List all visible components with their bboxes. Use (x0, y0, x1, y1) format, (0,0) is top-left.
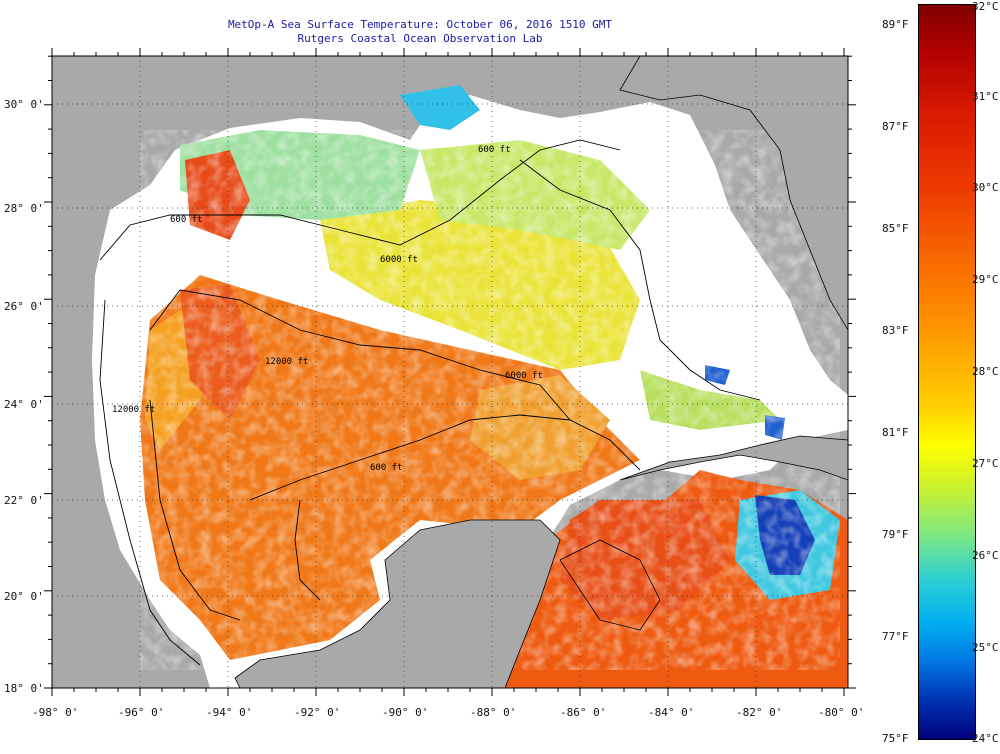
contour-label: 12000 ft (112, 405, 155, 415)
lon-label: -84° 0' (648, 706, 694, 719)
lon-label: -88° 0' (470, 706, 516, 719)
celsius-label: 32°C (972, 0, 999, 13)
axis-ticks (44, 48, 856, 696)
florida (619, 56, 848, 331)
contour-label: 600 ft (170, 215, 203, 225)
lat-label: 24° 0' (4, 398, 44, 411)
fahrenheit-label: 75°F (882, 732, 909, 745)
lon-label: -86° 0' (560, 706, 606, 719)
fahrenheit-label: 79°F (882, 528, 909, 541)
contour-label: 12000 ft (265, 357, 308, 367)
contour-labels: 600 ft 600 ft 6000 ft 6000 ft 12000 ft 1… (112, 145, 543, 473)
fahrenheit-label: 85°F (882, 222, 909, 235)
lat-label: 30° 0' (4, 98, 44, 111)
celsius-label: 28°C (972, 365, 999, 378)
fahrenheit-label: 77°F (882, 630, 909, 643)
fahrenheit-label: 83°F (882, 324, 909, 337)
contour-label: 6000 ft (380, 255, 418, 265)
celsius-label: 27°C (972, 457, 999, 470)
lon-label: -90° 0' (382, 706, 428, 719)
graticule (52, 56, 848, 688)
celsius-label: 30°C (972, 181, 999, 194)
lat-label: 26° 0' (4, 300, 44, 313)
lat-labels: 30° 0' 28° 0' 26° 0' 24° 0' 22° 0' 20° 0… (4, 98, 44, 695)
lon-label: -98° 0' (32, 706, 78, 719)
contour-label: 6000 ft (505, 371, 543, 381)
fahrenheit-label: 81°F (882, 426, 909, 439)
contour-label: 600 ft (478, 145, 511, 155)
celsius-label: 26°C (972, 549, 999, 562)
lon-label: -94° 0' (206, 706, 252, 719)
cuba (619, 435, 848, 481)
lat-label: 22° 0' (4, 494, 44, 507)
lat-label: 28° 0' (4, 202, 44, 215)
fahrenheit-label: 87°F (882, 120, 909, 133)
contour-label: 600 ft (370, 463, 403, 473)
celsius-label: 24°C (972, 732, 999, 745)
lat-label: 18° 0' (4, 682, 44, 695)
bathymetry-contours (99, 139, 761, 666)
landmasses (234, 56, 848, 688)
map-subtitle: Rutgers Coastal Ocean Observation Lab (297, 32, 543, 45)
lon-labels: -98° 0' -96° 0' -94° 0' -92° 0' -90° 0' … (32, 706, 864, 719)
lon-label: -82° 0' (736, 706, 782, 719)
lon-label: -80° 0' (818, 706, 864, 719)
celsius-label: 25°C (972, 641, 999, 654)
lat-label: 20° 0' (4, 590, 44, 603)
celsius-label: 29°C (972, 273, 999, 286)
yucatan (234, 519, 561, 688)
celsius-label: 31°C (972, 90, 999, 103)
lon-label: -96° 0' (118, 706, 164, 719)
map-title: MetOp-A Sea Surface Temperature: October… (227, 18, 613, 31)
temperature-colorbar (918, 4, 976, 740)
lon-label: -92° 0' (294, 706, 340, 719)
fahrenheit-label: 89°F (882, 18, 909, 31)
